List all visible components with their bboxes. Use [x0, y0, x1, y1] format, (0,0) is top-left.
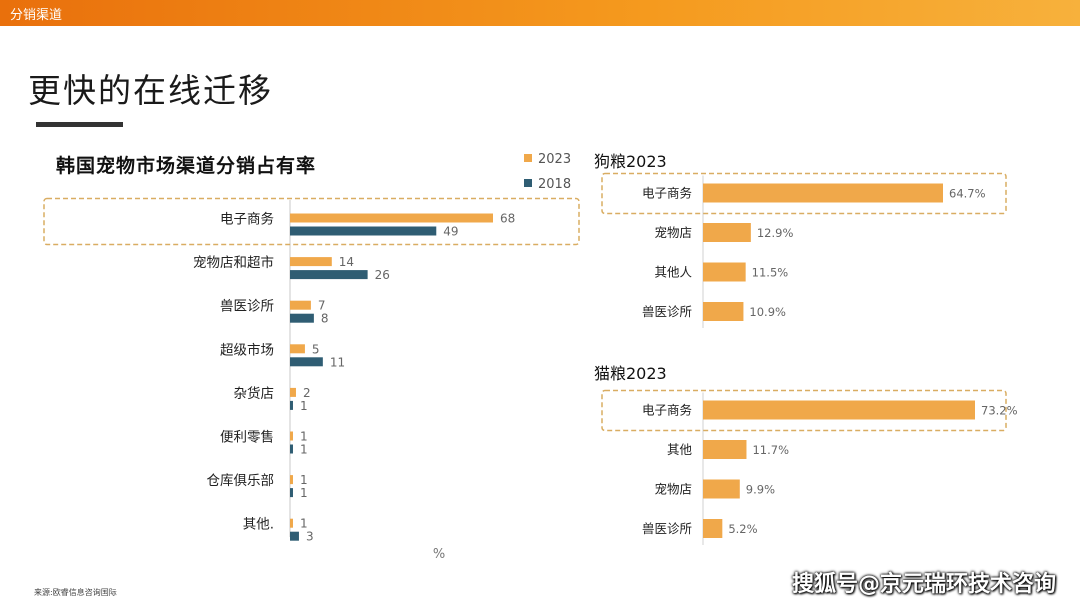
data-label-2023: 1	[300, 430, 308, 444]
data-label-2023: 68	[500, 212, 515, 226]
data-label-2023: 2	[303, 386, 311, 400]
category-label: 便利零售	[220, 430, 274, 446]
cat-highlight-box	[601, 389, 1007, 432]
data-label-2018: 11	[330, 355, 345, 369]
title-underline	[36, 122, 123, 127]
bar-2023	[290, 387, 296, 397]
bar-2018	[290, 444, 293, 454]
data-label-2018: 8	[321, 312, 329, 326]
cat-data-label: 11.7%	[752, 443, 789, 457]
category-label: 宠物店和超市	[193, 254, 274, 271]
data-label-2023: 1	[300, 517, 308, 531]
x-axis-unit-label: %	[433, 547, 445, 562]
dog-bar	[703, 183, 943, 203]
cat-bar	[703, 400, 975, 420]
cat-chart-title: 猫粮2023	[594, 364, 667, 383]
dog-data-label: 12.9%	[757, 226, 794, 240]
dog-data-label: 10.9%	[749, 305, 786, 319]
bar-2018	[290, 313, 314, 323]
dog-category-label: 兽医诊所	[642, 304, 692, 319]
dog-data-label: 11.5%	[752, 266, 789, 280]
dog-bar	[703, 302, 744, 321]
category-label: 超级市场	[220, 341, 274, 358]
category-label: 仓库俱乐部	[207, 473, 275, 489]
section-header-bar: 分销渠道	[0, 0, 1080, 26]
bar-2018	[290, 226, 437, 236]
dog-category-label: 其他人	[654, 265, 692, 280]
bar-2023	[290, 431, 293, 441]
bar-2023	[290, 475, 293, 485]
main-chart-title: 韩国宠物市场渠道分销占有率	[56, 155, 317, 177]
data-label-2023: 1	[300, 473, 308, 487]
legend-label-2018: 2018	[538, 177, 572, 192]
dog-highlight-box	[601, 172, 1007, 215]
legend-label-2023: 2023	[538, 152, 572, 167]
cat-data-label: 9.9%	[746, 483, 775, 497]
bar-2023	[290, 257, 332, 267]
section-label: 分销渠道	[10, 8, 63, 23]
cat-bar	[703, 440, 747, 459]
data-label-2023: 7	[318, 299, 326, 313]
bar-2023	[290, 344, 305, 354]
cat-bar	[703, 519, 723, 538]
cat-category-label: 电子商务	[642, 403, 692, 418]
cat-category-label: 宠物店	[654, 482, 692, 497]
bar-2023	[290, 518, 293, 528]
cat-data-label: 73.2%	[981, 404, 1018, 418]
bar-2018	[290, 357, 323, 367]
dog-category-label: 宠物店	[654, 225, 692, 240]
source-note: 来源:欧睿信息咨询国际	[34, 588, 117, 597]
dog-category-label: 电子商务	[642, 186, 692, 201]
cat-category-label: 其他	[667, 442, 693, 457]
data-label-2018: 26	[375, 268, 390, 282]
bar-2018	[290, 270, 368, 280]
category-label: 兽医诊所	[220, 299, 274, 315]
data-label-2018: 1	[300, 486, 308, 500]
legend-swatch-2018	[524, 179, 532, 187]
bar-2023	[290, 300, 311, 310]
dog-bar	[703, 262, 746, 282]
highlight-box-ecommerce	[43, 197, 580, 246]
data-label-2018: 3	[306, 530, 314, 544]
data-label-2018: 1	[300, 443, 308, 457]
cat-data-label: 5.2%	[728, 522, 757, 536]
dog-data-label: 64.7%	[949, 187, 986, 201]
category-label: 电子商务	[220, 212, 274, 228]
legend-swatch-2023	[524, 154, 532, 162]
bar-2023	[290, 213, 493, 223]
category-label: 其他.	[243, 517, 274, 533]
data-label-2023: 14	[339, 255, 354, 269]
dog-bar	[703, 223, 751, 242]
watermark: 搜狐号@京元瑞环技术咨询	[791, 572, 1056, 597]
legend-item-2018: 2018	[524, 177, 571, 192]
page-title: 更快的在线迁移	[28, 71, 273, 110]
dog-chart-title: 狗粮2023	[594, 152, 667, 171]
bar-2018	[290, 531, 299, 541]
bar-2018	[290, 400, 293, 410]
bar-2018	[290, 488, 293, 498]
data-label-2023: 5	[312, 342, 320, 356]
category-label: 杂货店	[234, 385, 275, 402]
cat-category-label: 兽医诊所	[642, 521, 692, 536]
cat-bar	[703, 479, 740, 499]
data-label-2018: 49	[443, 225, 458, 239]
data-label-2018: 1	[300, 399, 308, 413]
legend-item-2023: 2023	[524, 152, 571, 167]
